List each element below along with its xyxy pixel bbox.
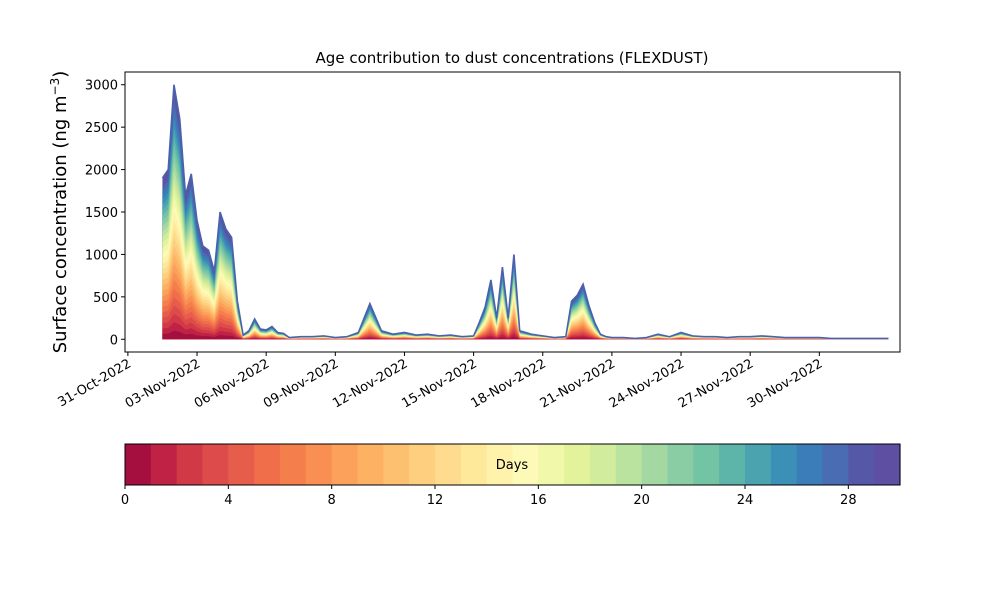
x-tick-label: 30-Nov-2022 — [745, 356, 825, 411]
colorbar-swatch-day-23 — [719, 444, 746, 485]
colorbar-tick-label: 4 — [224, 493, 232, 508]
colorbar-swatch-day-17 — [564, 444, 591, 485]
colorbar-tick-label: 28 — [840, 493, 857, 508]
colorbar-tick-label: 24 — [737, 493, 754, 508]
colorbar-swatch-day-13 — [460, 444, 488, 485]
colorbar-swatch-day-19 — [615, 444, 643, 485]
colorbar-swatch-day-15 — [512, 444, 539, 485]
x-axis: 31-Oct-202203-Nov-202206-Nov-202209-Nov-… — [55, 352, 825, 411]
colorbar-ticks: 0 4 8 12 16 20 24 28 — [121, 485, 857, 508]
colorbar-swatch-day-0 — [125, 444, 152, 485]
age-layer-day-26 — [162, 110, 889, 340]
age-layer-day-19 — [162, 169, 889, 340]
age-layer-day-27 — [162, 101, 889, 340]
age-layer-day-25 — [162, 118, 889, 340]
colorbar-swatch-day-14 — [486, 444, 514, 485]
colorbar-swatch-day-29 — [874, 444, 901, 485]
colorbar-swatch-day-1 — [150, 444, 178, 485]
x-tick-label: 03-Nov-2022 — [123, 356, 203, 411]
colorbar-tick-label: 12 — [427, 493, 444, 508]
x-tick-label: 18-Nov-2022 — [468, 356, 548, 411]
age-stacked-area-layers — [162, 84, 889, 340]
colorbar-tick-label: 0 — [121, 493, 129, 508]
age-layer-day-14 — [162, 212, 889, 340]
age-layer-day-10 — [162, 245, 889, 340]
x-tick-label: 15-Nov-2022 — [399, 356, 479, 411]
y-axis-label: Surface concentration (ng m−3) — [48, 71, 71, 354]
total-concentration-outline — [161, 84, 889, 340]
colorbar-swatch-day-28 — [848, 444, 875, 485]
colorbar-swatch-day-18 — [590, 444, 617, 485]
age-layer-day-0 — [162, 330, 889, 340]
x-tick-label: 27-Nov-2022 — [676, 356, 756, 411]
y-axis: 0 500 1000 1500 2000 2500 3000 — [85, 79, 125, 348]
y-tick-label: 1000 — [85, 248, 118, 263]
x-tick-label: 06-Nov-2022 — [192, 356, 272, 411]
colorbar-frame — [124, 443, 901, 486]
y-tick-label: 1500 — [85, 206, 118, 221]
colorbar-tick-label: 8 — [328, 493, 336, 508]
age-layer-day-12 — [162, 228, 889, 340]
colorbar-swatch-day-6 — [280, 444, 307, 485]
chart-title: Age contribution to dust concentrations … — [316, 49, 709, 67]
colorbar-swatch-day-2 — [176, 444, 204, 485]
age-layer-day-11 — [162, 237, 889, 340]
colorbar-swatch-day-11 — [409, 444, 436, 485]
colorbar-swatch-day-21 — [667, 444, 694, 485]
colorbar-label: Days — [496, 458, 529, 473]
colorbar-swatch-day-25 — [770, 444, 798, 485]
x-tick-label: 09-Nov-2022 — [261, 356, 341, 411]
colorbar-swatch-day-4 — [228, 444, 255, 485]
age-layer-day-28 — [162, 93, 889, 340]
colorbar-swatch-day-9 — [357, 444, 384, 485]
colorbar-swatch-day-16 — [538, 444, 565, 485]
colorbar-swatch-day-20 — [641, 444, 669, 485]
colorbar-swatch-day-12 — [435, 444, 462, 485]
colorbar-swatch-day-27 — [822, 444, 849, 485]
colorbar-tick-label: 16 — [530, 493, 547, 508]
age-layer-day-29 — [162, 84, 889, 340]
x-tick-label: 31-Oct-2022 — [55, 356, 133, 410]
y-tick-label: 2500 — [85, 121, 118, 136]
colorbar-swatch-day-3 — [202, 444, 229, 485]
age-layer-day-21 — [162, 152, 889, 340]
age-layer-day-23 — [162, 135, 889, 340]
age-layer-day-16 — [162, 195, 889, 340]
colorbar-swatch-day-24 — [745, 444, 772, 485]
x-tick-label: 24-Nov-2022 — [607, 356, 687, 411]
age-layer-day-17 — [162, 186, 889, 340]
colorbar-swatch-day-26 — [796, 444, 824, 485]
y-tick-label: 500 — [93, 291, 118, 306]
colorbar-tick-label: 20 — [633, 493, 650, 508]
x-tick-label: 21-Nov-2022 — [538, 356, 618, 411]
colorbar-swatch-day-22 — [693, 444, 720, 485]
age-layer-day-24 — [162, 127, 889, 340]
colorbar-swatch-day-5 — [254, 444, 281, 485]
y-tick-label: 3000 — [85, 79, 118, 94]
age-layer-day-18 — [162, 178, 889, 340]
age-layer-day-22 — [162, 144, 889, 340]
age-colorbar — [125, 444, 901, 485]
age-layer-day-15 — [162, 203, 889, 340]
y-tick-label: 2000 — [85, 164, 118, 179]
colorbar-swatch-day-10 — [383, 444, 410, 485]
age-layer-day-20 — [162, 161, 889, 340]
colorbar-swatch-day-7 — [305, 444, 333, 485]
colorbar-swatch-day-8 — [331, 444, 359, 485]
total-concentration-line — [161, 84, 889, 340]
x-tick-label: 12-Nov-2022 — [330, 356, 410, 411]
age-layer-day-13 — [162, 220, 889, 340]
y-tick-label: 0 — [110, 333, 118, 348]
